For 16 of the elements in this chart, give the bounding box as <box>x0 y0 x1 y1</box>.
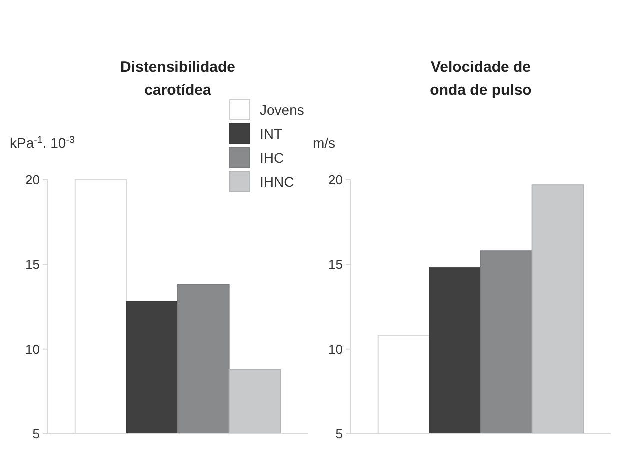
chart-title: Velocidade de onda de pulso <box>430 59 532 99</box>
y-tick-label: 20 <box>328 172 343 188</box>
y-tick-label: 15 <box>26 257 40 272</box>
y-tick-label: 10 <box>26 342 40 357</box>
y-axis-title: kPa$^{-1}$. 10$^{-3}$ <box>10 134 76 151</box>
y-tick-label: 5 <box>336 426 343 442</box>
y-tick-label: 5 <box>32 426 40 442</box>
y-tick-label: 15 <box>328 257 343 272</box>
legend-label: IHC <box>260 150 284 166</box>
legend-label: IHNC <box>260 174 294 190</box>
chart-title: Distensibilidade carotídea <box>120 59 236 99</box>
legend-label: INT <box>260 126 283 142</box>
y-axis-title: m/s <box>313 135 336 151</box>
y-tick-label: 10 <box>328 342 343 357</box>
y-tick-label: 20 <box>26 172 40 188</box>
legend-label: Jovens <box>260 102 304 118</box>
